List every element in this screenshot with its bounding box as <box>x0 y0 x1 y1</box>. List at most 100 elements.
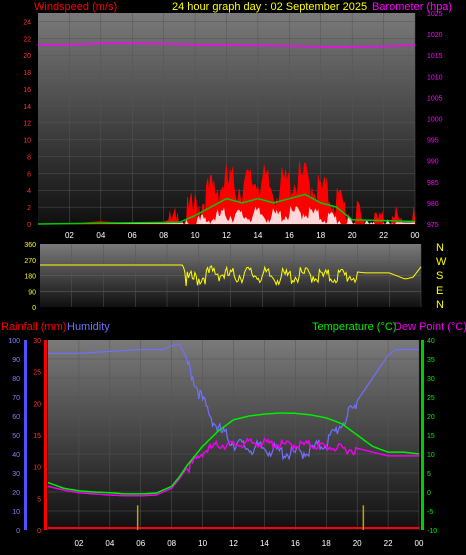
temperature-axis-bar <box>421 340 424 530</box>
wind-x-tick: 16 <box>285 231 294 240</box>
temperature-x-tick: 00 <box>415 539 424 548</box>
temperature-x-tick: 10 <box>198 539 207 548</box>
temperature-x-tick: 08 <box>167 539 176 548</box>
humidity-y-tick: 100 <box>8 338 20 345</box>
windspeed-label: Windspeed (m/s) <box>34 1 117 13</box>
barometer-y-tick: 980 <box>427 201 439 208</box>
wind-x-tick: 08 <box>159 231 168 240</box>
temperature-x-tick: 02 <box>74 539 83 548</box>
barometer-y-tick: 1005 <box>427 95 443 102</box>
temperature-y-tick: 15 <box>427 433 435 440</box>
temperature-x-tick: 22 <box>384 539 393 548</box>
wind-average-series <box>37 193 416 225</box>
humidity-y-tick: 40 <box>12 452 20 459</box>
temperature-x-tick: 04 <box>105 539 114 548</box>
wind-y-tick: 20 <box>23 53 31 60</box>
temperature-y-tick: 40 <box>427 338 435 345</box>
humidity-y-tick: 70 <box>12 395 20 402</box>
rainfall-y-tick: 15 <box>33 433 41 440</box>
wind-x-tick: 04 <box>96 231 105 240</box>
wind-y-tick: 10 <box>23 138 31 145</box>
humidity-y-tick: 30 <box>12 471 20 478</box>
barometer-y-tick: 1015 <box>427 53 443 60</box>
humidity-y-tick: 80 <box>12 376 20 383</box>
barometer-y-tick: 1000 <box>427 117 443 124</box>
temperature-x-tick: 12 <box>229 539 238 548</box>
temperature-series <box>47 412 420 495</box>
wind-y-tick: 14 <box>23 104 31 111</box>
wind-x-tick: 00 <box>411 231 420 240</box>
direction-y-tick: 90 <box>28 289 36 296</box>
rainfall-y-tick: 10 <box>33 465 41 472</box>
graph-title: 24 hour graph day : 02 September 2025 <box>172 1 367 13</box>
wind-x-tick: 06 <box>128 231 137 240</box>
temperature-y-tick: 5 <box>427 471 431 478</box>
wind-y-tick: 2 <box>27 205 31 212</box>
temperature-label: Temperature (°C) <box>312 321 396 333</box>
barometer-label: Barometer (hpa) <box>372 1 452 13</box>
direction-y-tick: 0 <box>32 305 36 312</box>
humidity-y-tick: 10 <box>12 509 20 516</box>
barometer-y-tick: 1010 <box>427 74 443 81</box>
humidity-axis-bar <box>24 340 27 530</box>
temperature-y-tick: 30 <box>427 376 435 383</box>
direction-y-tick: 270 <box>24 258 36 265</box>
temperature-y-tick: -5 <box>427 509 433 516</box>
rainfall-axis-bar <box>44 340 47 530</box>
humidity-label: Humidity <box>67 321 110 333</box>
rainfall-label: Rainfall (mm) <box>1 321 66 333</box>
rainfall-y-tick: 20 <box>33 401 41 408</box>
barometer-y-tick: 1025 <box>427 11 443 18</box>
temperature-x-tick: 20 <box>353 539 362 548</box>
wind-y-tick: 0 <box>27 222 31 229</box>
compass-south: S <box>436 270 443 282</box>
humidity-y-tick: 20 <box>12 490 20 497</box>
temperature-x-tick: 14 <box>260 539 269 548</box>
barometer-y-tick: 990 <box>427 159 439 166</box>
compass-west: W <box>436 256 447 268</box>
temperature-y-tick: 35 <box>427 357 435 364</box>
wind-x-tick: 02 <box>65 231 74 240</box>
temperature-x-tick: 06 <box>136 539 145 548</box>
humidity-y-tick: 0 <box>16 528 20 535</box>
barometer-y-tick: 985 <box>427 180 439 187</box>
wind-x-tick: 14 <box>253 231 262 240</box>
rainfall-y-tick: 30 <box>33 338 41 345</box>
compass-east: E <box>436 285 443 297</box>
dewpoint-series <box>47 436 419 497</box>
rainfall-y-tick: 0 <box>37 528 41 535</box>
humidity-y-tick: 50 <box>12 433 20 440</box>
rainfall-y-tick: 25 <box>33 370 41 377</box>
direction-y-tick: 180 <box>24 274 36 281</box>
temperature-y-tick: 20 <box>427 414 435 421</box>
wind-y-tick: 6 <box>27 171 31 178</box>
temperature-y-tick: 0 <box>427 490 431 497</box>
barometer-y-tick: 1020 <box>427 32 443 39</box>
wind-y-tick: 8 <box>27 154 31 161</box>
wind-x-tick: 10 <box>191 231 200 240</box>
wind-low-series <box>38 205 415 224</box>
compass-north-bottom: N <box>436 299 444 311</box>
humidity-series <box>48 343 419 461</box>
wind-x-tick: 18 <box>316 231 325 240</box>
temperature-x-tick: 16 <box>291 539 300 548</box>
barometer-series <box>38 42 416 48</box>
wind-x-tick: 22 <box>379 231 388 240</box>
temperature-y-tick: -10 <box>427 528 437 535</box>
wind-direction-series <box>40 264 422 287</box>
temperature-y-tick: 25 <box>427 395 435 402</box>
wind-y-tick: 24 <box>23 19 31 26</box>
wind-y-tick: 22 <box>23 36 31 43</box>
humidity-y-tick: 90 <box>12 357 20 364</box>
compass-north-top: N <box>436 242 444 254</box>
temperature-x-tick: 18 <box>322 539 331 548</box>
wind-y-tick: 4 <box>27 188 31 195</box>
barometer-y-tick: 995 <box>427 138 439 145</box>
wind-y-tick: 18 <box>23 70 31 77</box>
temperature-y-tick: 10 <box>427 452 435 459</box>
wind-x-tick: 12 <box>222 231 231 240</box>
humidity-y-tick: 60 <box>12 414 20 421</box>
wind-y-tick: 12 <box>23 121 31 128</box>
dewpoint-label: Dew Point (°C) <box>394 321 466 333</box>
